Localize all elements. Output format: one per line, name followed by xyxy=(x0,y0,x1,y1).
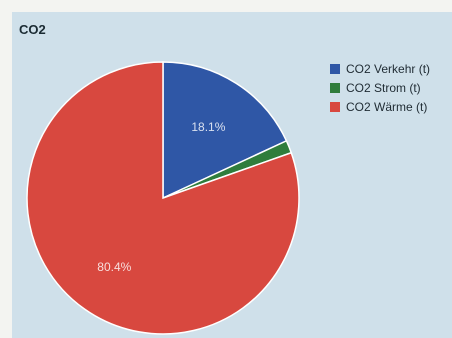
legend: CO2 Verkehr (t) CO2 Strom (t) CO2 Wärme … xyxy=(330,59,430,116)
pie-slice-waerme[interactable] xyxy=(26,61,300,335)
pie-slice-verkehr[interactable] xyxy=(162,61,288,200)
legend-label-strom: CO2 Strom (t) xyxy=(346,80,421,95)
legend-swatch-waerme xyxy=(330,101,340,112)
legend-swatch-strom xyxy=(330,82,340,93)
pie-slice-labels: 18.1% 80.4% xyxy=(97,120,225,274)
legend-swatch-verkehr xyxy=(330,63,340,74)
legend-label-verkehr: CO2 Verkehr (t) xyxy=(346,61,431,76)
slice-label-waerme: 80.4% xyxy=(97,260,131,274)
pie-slices xyxy=(26,61,300,335)
legend-item-verkehr[interactable]: CO2 Verkehr (t) xyxy=(330,59,430,78)
chart-panel: CO2 18.1% 80.4% CO2 Verkehr (t) CO2 Strom… xyxy=(12,12,452,338)
legend-item-waerme[interactable]: CO2 Wärme (t) xyxy=(330,97,430,116)
pie-chart: 18.1% 80.4% xyxy=(26,61,300,335)
legend-label-waerme: CO2 Wärme (t) xyxy=(346,99,428,114)
legend-item-strom[interactable]: CO2 Strom (t) xyxy=(330,78,430,97)
slice-label-verkehr: 18.1% xyxy=(191,120,225,134)
chart-title: CO2 xyxy=(19,22,46,37)
